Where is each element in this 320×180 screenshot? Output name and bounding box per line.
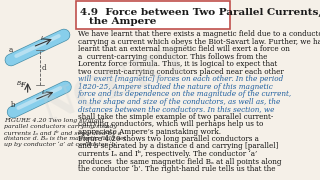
Text: learnt that an external magnetic field will exert a force on: learnt that an external magnetic field w… bbox=[78, 45, 290, 53]
Text: parallel conductors carrying steady: parallel conductors carrying steady bbox=[4, 124, 116, 129]
Text: on the shape and size of the conductors, as well as, the: on the shape and size of the conductors,… bbox=[78, 98, 280, 105]
Text: will exert [magnetic] forces on each other. In the period: will exert [magnetic] forces on each oth… bbox=[78, 75, 283, 83]
Text: the conductor ‘b’. The right-hand rule tells us that the: the conductor ‘b’. The right-hand rule t… bbox=[78, 165, 275, 173]
Text: and b separated by a distance d and carrying [parallel]: and b separated by a distance d and carr… bbox=[78, 143, 278, 150]
Text: b: b bbox=[11, 101, 15, 109]
Text: NCERT: NCERT bbox=[36, 40, 196, 130]
Text: distance d. Bₐ is the magnetic field set: distance d. Bₐ is the magnetic field set bbox=[4, 136, 126, 141]
Text: up by conductor ‘a’ at conductor ‘b’.: up by conductor ‘a’ at conductor ‘b’. bbox=[4, 142, 119, 147]
Text: two current-carrying conductors placed near each other: two current-carrying conductors placed n… bbox=[78, 68, 284, 75]
Text: d: d bbox=[42, 64, 46, 72]
Text: a  current-carrying conductor. This follows from the: a current-carrying conductor. This follo… bbox=[78, 53, 267, 60]
Text: carrying conductors, which will perhaps help us to: carrying conductors, which will perhaps … bbox=[78, 120, 263, 128]
Text: force and its dependence on the magnitude of the current,: force and its dependence on the magnitud… bbox=[78, 90, 292, 98]
Text: We have learnt that there exists a magnetic field due to a conductor: We have learnt that there exists a magne… bbox=[78, 30, 320, 38]
Text: 1820-25, Ampere studied the nature of this magnetic: 1820-25, Ampere studied the nature of th… bbox=[78, 82, 273, 91]
Text: shall take the simple example of two parallel current-: shall take the simple example of two par… bbox=[78, 112, 273, 120]
Text: 4.9  Force between Two Parallel Currents,: 4.9 Force between Two Parallel Currents, bbox=[80, 8, 320, 17]
Text: produces  the same magnetic field Bₐ at all points along: produces the same magnetic field Bₐ at a… bbox=[78, 158, 281, 165]
Text: a: a bbox=[9, 46, 13, 54]
Text: F: F bbox=[20, 81, 25, 89]
Text: the Ampere: the Ampere bbox=[89, 17, 156, 26]
Text: Figure 4.20 shows two long parallel conductors a: Figure 4.20 shows two long parallel cond… bbox=[78, 135, 259, 143]
Text: $I_a$: $I_a$ bbox=[40, 34, 46, 43]
Text: currents Iₐ and Iᵇ and separated by a: currents Iₐ and Iᵇ and separated by a bbox=[4, 130, 121, 136]
Text: $I_b$: $I_b$ bbox=[42, 88, 48, 97]
Text: FIGURE 4.20 Two long straight: FIGURE 4.20 Two long straight bbox=[4, 118, 104, 123]
Text: carrying a current which obeys the Biot-Savart law. Further, we have: carrying a current which obeys the Biot-… bbox=[78, 37, 320, 46]
Text: Lorentz force formula. Thus, it is logical to expect that: Lorentz force formula. Thus, it is logic… bbox=[78, 60, 277, 68]
Text: appreciate Ampere’s painstaking work.: appreciate Ampere’s painstaking work. bbox=[78, 127, 221, 136]
Text: $B_a$: $B_a$ bbox=[16, 79, 25, 88]
FancyBboxPatch shape bbox=[76, 1, 230, 29]
Text: distances between the conductors. In this section, we: distances between the conductors. In thi… bbox=[78, 105, 274, 113]
Text: currents Iₐ and Iᵇ, respectively. The conductor ‘a’: currents Iₐ and Iᵇ, respectively. The co… bbox=[78, 150, 257, 158]
